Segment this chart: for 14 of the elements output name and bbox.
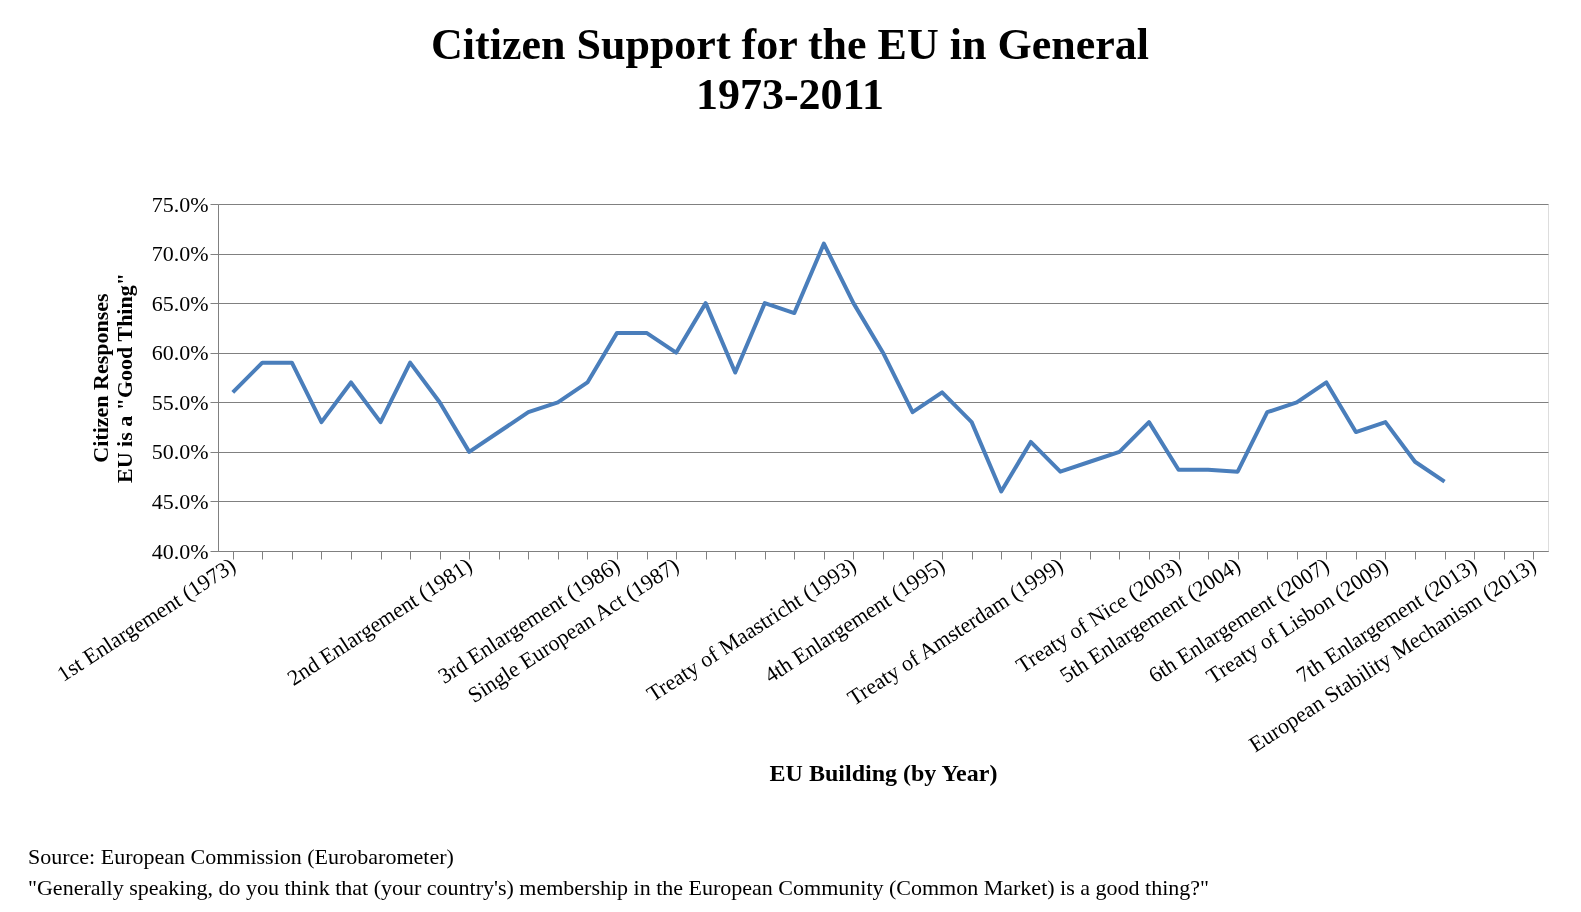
y-tick-label: 60.0% bbox=[151, 340, 209, 366]
y-tick-label: 65.0% bbox=[151, 290, 209, 316]
x-axis-title: EU Building (by Year) bbox=[769, 759, 998, 786]
chart-title: Citizen Support for the EU in General 1973-2011 bbox=[431, 20, 1149, 119]
y-tick-label: 40.0% bbox=[151, 538, 209, 564]
line-series bbox=[230, 241, 1447, 494]
text: "Generally speaking, do you think that (your country's) membership in the European Community (Common Market) is a good thing?" bbox=[28, 875, 1209, 900]
y-axis-title: Citizen Responses EU is a "Good Thing" bbox=[87, 273, 137, 483]
y-tick-label: 50.0% bbox=[151, 439, 209, 465]
y-tick-label: 75.0% bbox=[151, 191, 209, 217]
y-tick-label: 70.0% bbox=[151, 241, 209, 267]
y-tick-label: 45.0% bbox=[151, 488, 209, 514]
y-tick-label: 55.0% bbox=[151, 389, 209, 415]
source-note: Source: European Commission (Eurobarometer) bbox=[28, 844, 454, 869]
